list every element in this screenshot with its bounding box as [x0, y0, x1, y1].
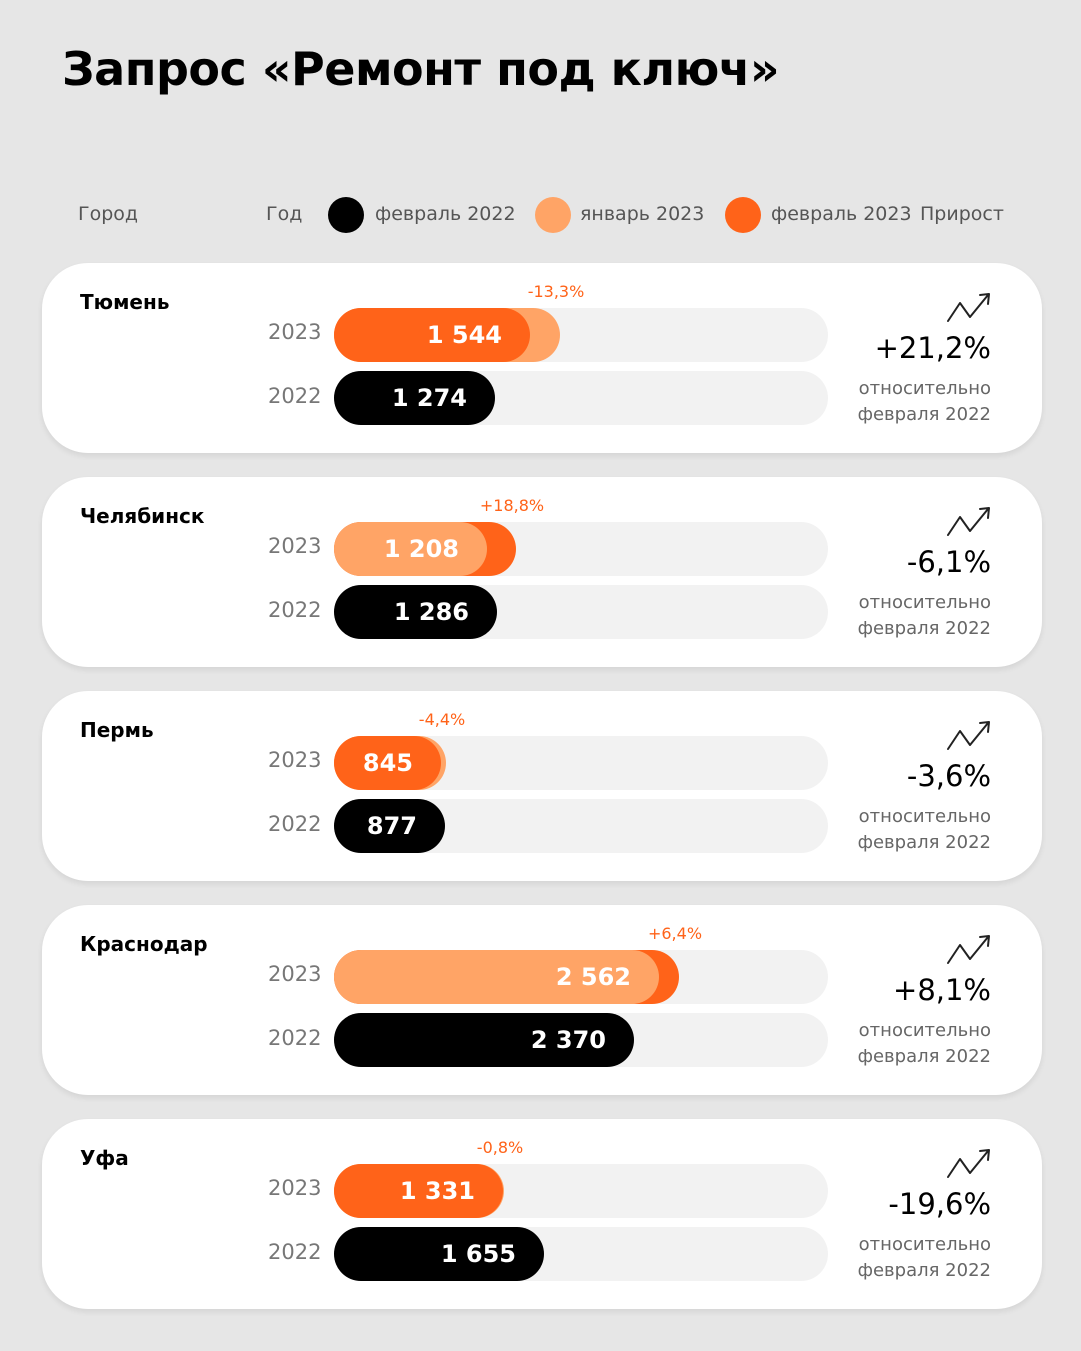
growth-value: -6,1% — [906, 545, 991, 579]
city-name: Краснодар — [80, 932, 208, 956]
city-name: Пермь — [80, 718, 154, 742]
bar-value-2023: 1 208 — [383, 535, 459, 563]
relative-note: относительно февраля 2022 — [858, 1232, 991, 1284]
trend-up-icon — [947, 293, 990, 322]
city-card: Пермь 2023 2022 845 -4,4% 877 -3,6% относительн… — [42, 691, 1042, 881]
legend: Город Год февраль 2022 январь 2023 февра… — [0, 195, 1081, 235]
trend-up-icon — [947, 935, 990, 964]
relative-note-line: февраля 2022 — [857, 1260, 991, 1281]
bar-value-2022: 1 274 — [391, 384, 467, 412]
legend-label-jan2023: январь 2023 — [580, 203, 705, 225]
month-change-label: -4,4% — [418, 710, 466, 729]
year-label: 2023 — [268, 962, 322, 986]
bar-value-2023: 1 544 — [426, 321, 502, 349]
city-card: Уфа 2023 2022 1 331 -0,8% 1 655 -19,6% относите… — [42, 1119, 1042, 1309]
trend-up-icon — [947, 1149, 990, 1178]
city-card: Тюмень 2023 2022 1 544 -13,3% 1 274 +21,2% отно… — [42, 263, 1042, 453]
relative-note: относительно февраля 2022 — [858, 376, 991, 428]
year-label: 2023 — [268, 534, 322, 558]
growth-value: -19,6% — [888, 1187, 991, 1221]
bar-value-2023: 1 331 — [399, 1177, 475, 1205]
relative-note-line: февраля 2022 — [857, 404, 991, 425]
legend-label-feb2023: февраль 2023 — [771, 203, 912, 225]
legend-year-header: Год — [266, 203, 303, 225]
relative-note-line: относительно — [858, 1020, 991, 1041]
bar-feb-2022 — [334, 371, 495, 425]
bar-feb-2022 — [334, 585, 497, 639]
city-name: Тюмень — [80, 290, 170, 314]
year-label: 2022 — [268, 812, 322, 836]
bar-feb-2023 — [334, 736, 441, 790]
bar-jan-2023 — [334, 522, 487, 576]
legend-swatch-jan2023 — [535, 197, 571, 233]
year-label: 2022 — [268, 1240, 322, 1264]
legend-swatch-feb2023 — [725, 197, 761, 233]
city-name: Челябинск — [80, 504, 205, 528]
legend-swatch-feb2022 — [328, 197, 364, 233]
legend-label-feb2022: февраль 2022 — [375, 203, 516, 225]
year-label: 2022 — [268, 598, 322, 622]
relative-note-line: относительно — [858, 378, 991, 399]
relative-note: относительно февраля 2022 — [858, 804, 991, 856]
year-label: 2022 — [268, 1026, 322, 1050]
city-card: Челябинск 2023 2022 1 208 +18,8% 1 286 -6,1% от… — [42, 477, 1042, 667]
month-change-label: -13,3% — [527, 282, 585, 301]
legend-growth-header: Прирост — [920, 203, 1004, 225]
bar-feb-2022 — [334, 799, 445, 853]
page-title: Запрос «Ремонт под ключ» — [62, 42, 780, 96]
relative-note-line: относительно — [858, 806, 991, 827]
bar-feb-2022 — [334, 1013, 634, 1067]
month-change-label: +18,8% — [479, 496, 545, 515]
trend-up-icon — [947, 507, 990, 536]
year-label: 2023 — [268, 748, 322, 772]
growth-value: +21,2% — [874, 331, 991, 365]
bar-feb-2023 — [334, 1164, 503, 1218]
city-name: Уфа — [80, 1146, 129, 1170]
month-change-label: -0,8% — [476, 1138, 524, 1157]
relative-note-line: февраля 2022 — [857, 832, 991, 853]
bar-jan-2023 — [334, 950, 659, 1004]
relative-note-line: относительно — [858, 1234, 991, 1255]
year-label: 2022 — [268, 384, 322, 408]
bar-feb-2023 — [334, 308, 530, 362]
relative-note-line: февраля 2022 — [857, 1046, 991, 1067]
bar-value-2022: 1 655 — [440, 1240, 516, 1268]
bar-value-2023: 2 562 — [555, 963, 631, 991]
bar-value-2022: 2 370 — [530, 1026, 606, 1054]
bar-value-2022: 877 — [366, 812, 417, 840]
bar-feb-2022 — [334, 1227, 544, 1281]
relative-note-line: относительно — [858, 592, 991, 613]
year-label: 2023 — [268, 1176, 322, 1200]
relative-note: относительно февраля 2022 — [858, 1018, 991, 1070]
growth-value: +8,1% — [893, 973, 991, 1007]
relative-note: относительно февраля 2022 — [858, 590, 991, 642]
trend-up-icon — [947, 721, 990, 750]
legend-city-header: Город — [78, 203, 139, 225]
bar-value-2023: 845 — [362, 749, 413, 777]
year-label: 2023 — [268, 320, 322, 344]
relative-note-line: февраля 2022 — [857, 618, 991, 639]
bar-value-2022: 1 286 — [393, 598, 469, 626]
growth-value: -3,6% — [906, 759, 991, 793]
month-change-label: +6,4% — [647, 924, 703, 943]
city-card: Краснодар 2023 2022 2 562 +6,4% 2 370 +8,1% отн… — [42, 905, 1042, 1095]
